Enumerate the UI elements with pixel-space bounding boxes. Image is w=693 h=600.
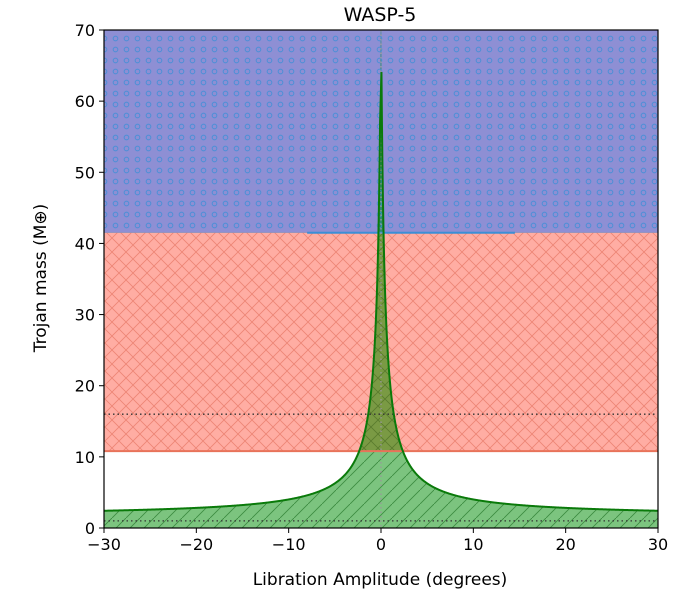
x-axis: −30 −20 −10 0 10 20 30: [87, 528, 668, 554]
x-tick-label: −20: [179, 535, 213, 554]
x-tick-label: 30: [648, 535, 668, 554]
x-tick-label: 0: [376, 535, 386, 554]
y-tick-label: 10: [75, 448, 95, 467]
y-tick-label: 40: [75, 234, 95, 253]
y-tick-label: 20: [75, 377, 95, 396]
y-tick-label: 0: [85, 519, 95, 538]
x-tick-label: 20: [555, 535, 575, 554]
y-axis-label: Trojan mass (M⊕): [31, 204, 51, 354]
x-tick-label: 10: [463, 535, 483, 554]
boundary-curve: [104, 71, 658, 512]
x-axis-label: Libration Amplitude (degrees): [253, 570, 508, 590]
y-tick-label: 60: [75, 92, 95, 111]
chart-title: WASP-5: [344, 4, 417, 26]
y-tick-label: 70: [75, 21, 95, 40]
y-tick-label: 30: [75, 306, 95, 325]
y-tick-label: 50: [75, 163, 95, 182]
x-tick-label: −10: [272, 535, 306, 554]
plot-area: [103, 29, 659, 529]
x-tick-label: −30: [87, 535, 121, 554]
y-axis: 0 10 20 30 40 50 60 70: [75, 21, 104, 538]
